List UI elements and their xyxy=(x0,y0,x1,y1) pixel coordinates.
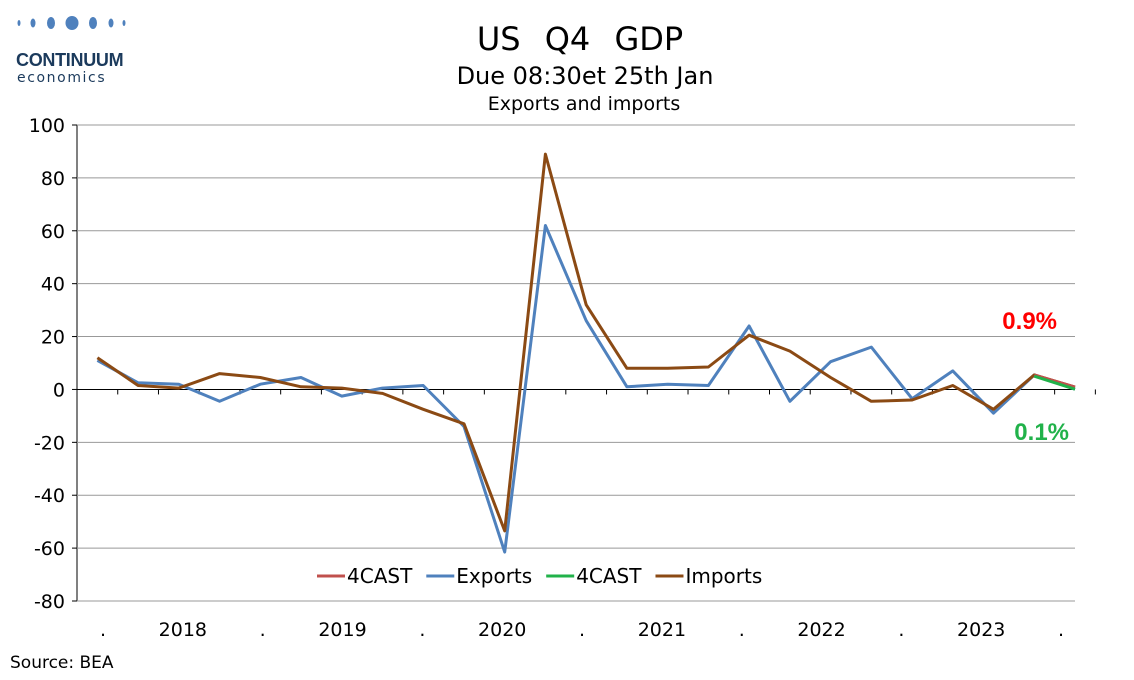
y-tick-label: -20 xyxy=(34,432,65,454)
legend: 4CAST Exports 4CAST Imports xyxy=(317,564,762,588)
legend-label: Exports xyxy=(456,564,532,588)
series-line-4cast xyxy=(1033,374,1076,391)
y-tick-label: 40 xyxy=(41,274,65,296)
x-tick-label: . xyxy=(100,619,106,641)
legend-label: Imports xyxy=(685,564,762,588)
legend-label: 4CAST xyxy=(347,564,413,588)
logo: CONTINUUM economics xyxy=(14,14,134,86)
y-tick-label: 0 xyxy=(53,379,65,401)
chart-subtitle-secondary: Exports and imports xyxy=(487,93,681,115)
x-tick-label: . xyxy=(739,619,745,641)
chart-subtitle: Due 08:30et 25th Jan xyxy=(456,62,714,90)
y-axis-ticks: 100 80 60 40 20 0 -20 -40 -60 -80 xyxy=(29,115,77,613)
y-tick-label: -60 xyxy=(34,538,65,560)
x-tick-label: 2023 xyxy=(957,619,1005,641)
y-tick-label: 20 xyxy=(41,327,65,349)
x-tick-label: 2018 xyxy=(159,619,207,641)
logo-name: CONTINUUM xyxy=(16,50,124,70)
x-tick-label: 2020 xyxy=(478,619,526,641)
y-tick-label: 100 xyxy=(29,115,65,137)
source-note: Source: BEA xyxy=(10,653,114,673)
y-tick-label: 60 xyxy=(41,221,65,243)
y-tick-label: -40 xyxy=(34,485,65,507)
logo-subtitle: economics xyxy=(17,70,107,86)
x-tick-label: 2019 xyxy=(318,619,366,641)
series-line-imports xyxy=(96,152,1076,533)
x-tick-label: . xyxy=(419,619,425,641)
legend-label: 4CAST xyxy=(576,564,642,588)
logo-dots-icon xyxy=(17,16,126,30)
y-tick-label: 80 xyxy=(41,168,65,190)
x-tick-label: . xyxy=(898,619,904,641)
x-tick-label: . xyxy=(260,619,266,641)
x-axis: . 2018. 2019. 2020. 2021. 2022. 2023. xyxy=(76,388,1096,641)
y-tick-label: -80 xyxy=(34,591,65,613)
chart-title: US Q4 GDP xyxy=(476,20,684,58)
annotation-exports-forecast: 0.1% xyxy=(1014,419,1069,446)
gridlines xyxy=(76,124,1075,602)
series-line-exports xyxy=(96,224,1076,554)
x-tick-label: . xyxy=(579,619,585,641)
annotations: 0.9% 0.1% xyxy=(1002,308,1069,446)
annotation-imports-forecast: 0.9% xyxy=(1002,308,1057,335)
x-tick-label: 2021 xyxy=(638,619,686,641)
x-tick-label: 2022 xyxy=(797,619,845,641)
x-tick-label: . xyxy=(1058,619,1064,641)
series-lines xyxy=(96,152,1076,554)
